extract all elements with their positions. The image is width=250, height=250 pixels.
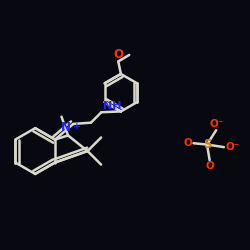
Text: O: O [184,138,192,148]
Text: +: + [73,122,80,131]
Text: O: O [205,162,214,172]
Text: S: S [203,138,211,151]
Text: N: N [61,122,71,134]
Text: O⁻: O⁻ [209,119,223,129]
Text: NH: NH [103,101,121,111]
Text: O⁻: O⁻ [225,142,240,152]
Text: O: O [113,48,123,61]
